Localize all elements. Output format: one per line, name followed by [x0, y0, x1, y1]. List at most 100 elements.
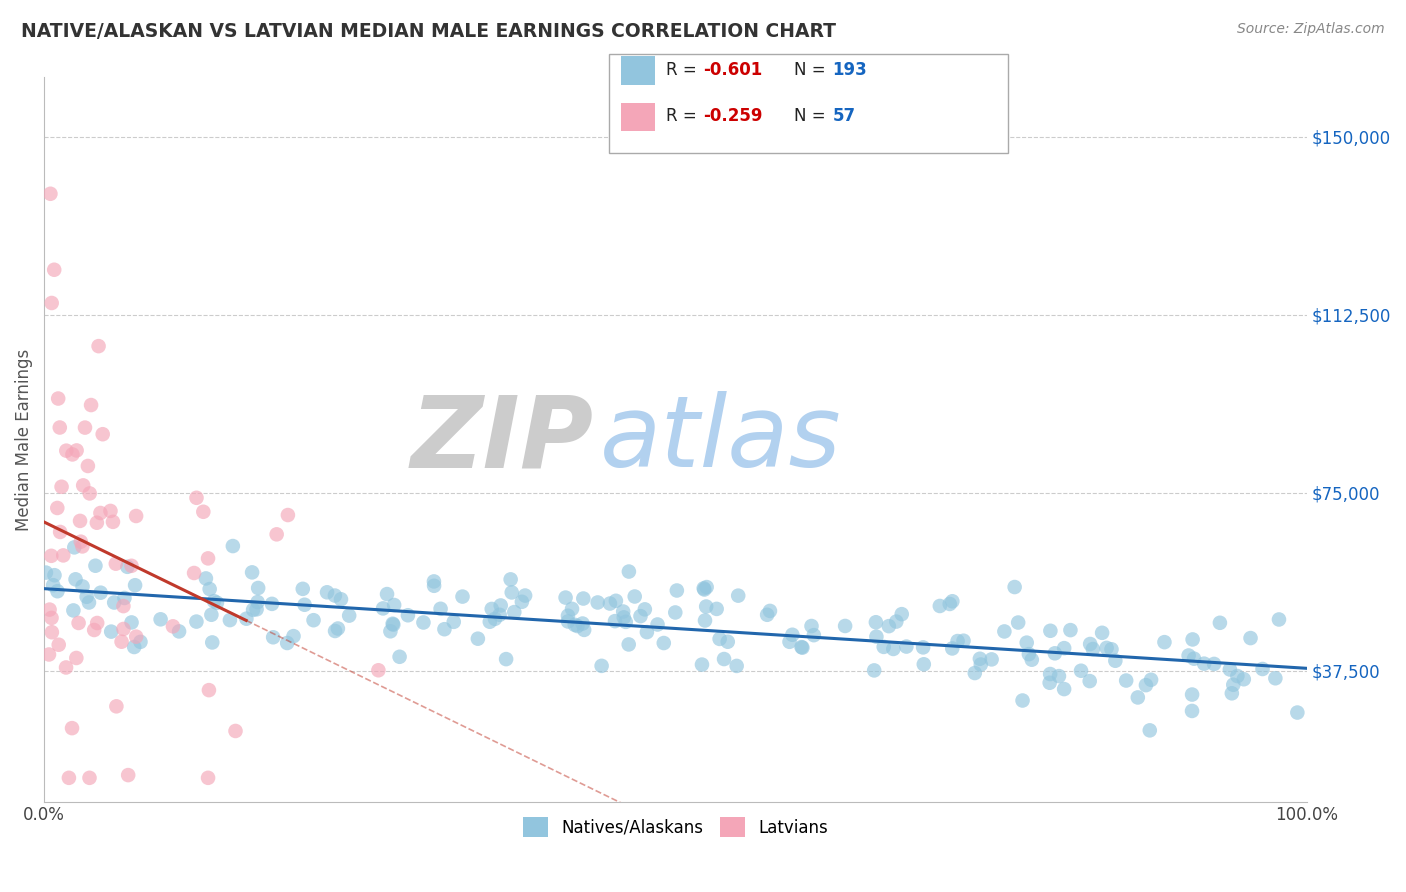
- Point: [664, 606, 686, 620]
- Point: [380, 624, 402, 639]
- Point: [55, 443, 77, 458]
- Point: [86, 516, 108, 530]
- Point: [623, 590, 645, 604]
- Point: [381, 616, 404, 631]
- Point: [612, 605, 634, 619]
- Point: [79, 771, 101, 785]
- Point: [792, 640, 814, 655]
- Point: [423, 574, 446, 589]
- Point: [246, 595, 269, 609]
- Point: [200, 607, 222, 622]
- Point: [65, 443, 87, 458]
- Point: [283, 629, 305, 643]
- Point: [1139, 723, 1161, 738]
- Point: [1286, 706, 1309, 720]
- Point: [125, 508, 148, 523]
- Point: [1181, 704, 1204, 718]
- Point: [86, 615, 108, 630]
- Point: [1095, 640, 1118, 655]
- Point: [696, 580, 718, 594]
- Point: [478, 615, 501, 629]
- Point: [993, 624, 1015, 639]
- Point: [513, 589, 536, 603]
- Point: [884, 615, 907, 629]
- Point: [1226, 669, 1249, 683]
- Point: [865, 615, 887, 630]
- Point: [665, 583, 688, 598]
- Point: [484, 612, 506, 626]
- Point: [1011, 693, 1033, 707]
- Point: [262, 630, 284, 644]
- Point: [1204, 657, 1226, 671]
- Point: [800, 619, 823, 633]
- Point: [112, 599, 135, 613]
- Point: [46, 392, 69, 406]
- Text: 193: 193: [832, 61, 868, 78]
- Point: [1043, 646, 1066, 660]
- Point: [48, 638, 70, 652]
- Point: [613, 610, 636, 624]
- Point: [121, 558, 143, 573]
- Point: [554, 591, 576, 605]
- Point: [863, 664, 886, 678]
- Point: [114, 591, 136, 605]
- Point: [72, 478, 94, 492]
- Point: [1101, 642, 1123, 657]
- Point: [571, 616, 593, 631]
- Point: [1153, 635, 1175, 649]
- Text: R =: R =: [666, 61, 703, 78]
- Point: [1140, 673, 1163, 687]
- Point: [121, 615, 143, 630]
- Point: [980, 652, 1002, 666]
- Point: [963, 666, 986, 681]
- Point: [63, 541, 86, 555]
- Point: [790, 640, 813, 654]
- Point: [693, 582, 716, 597]
- Point: [1047, 669, 1070, 683]
- Point: [873, 640, 896, 654]
- Point: [1078, 674, 1101, 689]
- Point: [83, 623, 105, 637]
- Point: [503, 605, 526, 619]
- Point: [291, 582, 314, 596]
- Point: [62, 603, 84, 617]
- Point: [952, 633, 974, 648]
- Point: [834, 619, 856, 633]
- Point: [877, 619, 900, 633]
- Point: [586, 595, 609, 609]
- Point: [100, 624, 122, 639]
- Point: [1081, 642, 1104, 657]
- Point: [42, 578, 65, 592]
- Point: [1126, 690, 1149, 705]
- Point: [79, 486, 101, 500]
- Point: [652, 636, 675, 650]
- Point: [41, 625, 63, 640]
- Point: [202, 594, 225, 608]
- Point: [636, 625, 658, 640]
- Point: [122, 640, 145, 654]
- Point: [1181, 632, 1204, 647]
- Point: [690, 657, 713, 672]
- Point: [1053, 682, 1076, 697]
- Point: [62, 447, 84, 461]
- Point: [727, 589, 749, 603]
- Point: [1053, 641, 1076, 656]
- Point: [614, 615, 637, 629]
- Point: [1021, 653, 1043, 667]
- Point: [72, 540, 94, 554]
- Point: [1039, 667, 1062, 681]
- Point: [634, 602, 657, 616]
- Point: [39, 186, 62, 201]
- Point: [375, 587, 398, 601]
- Point: [599, 597, 621, 611]
- Point: [564, 618, 586, 632]
- Point: [110, 634, 132, 648]
- Point: [1222, 678, 1244, 692]
- Point: [489, 599, 512, 613]
- Point: [756, 607, 779, 622]
- Text: ZIP: ZIP: [411, 391, 593, 488]
- Point: [617, 565, 640, 579]
- Point: [495, 652, 517, 666]
- Point: [603, 614, 626, 628]
- Point: [1104, 654, 1126, 668]
